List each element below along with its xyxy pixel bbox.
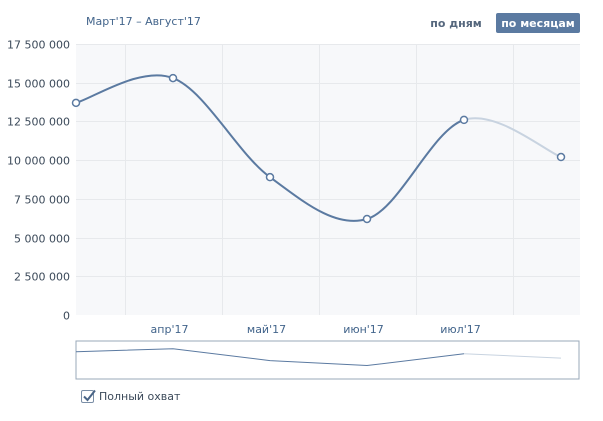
data-point[interactable] [71, 98, 81, 108]
y-axis-labels: 0 2 500 000 5 000 000 7 500 000 10 000 000 12… [7, 39, 70, 323]
reach-line-chart: 0 2 500 000 5 000 000 7 500 000 10 000 000 12… [7, 39, 580, 380]
y-tick-label: 17 500 000 [7, 39, 70, 52]
vertical-grid [125, 44, 514, 340]
navigator-line-partial [463, 353, 562, 359]
navigator-panel[interactable] [75, 340, 580, 380]
data-point[interactable] [362, 214, 372, 224]
data-point[interactable] [459, 115, 469, 125]
y-tick-label: 12 500 000 [7, 116, 70, 129]
full-coverage-checkbox[interactable] [81, 389, 96, 403]
by-months-button[interactable]: по месяцам [496, 13, 580, 33]
y-tick-label: 10 000 000 [7, 155, 70, 168]
data-point[interactable] [556, 152, 566, 162]
x-tick-label: июл'17 [440, 323, 480, 336]
navigator-line [75, 348, 465, 367]
by-days-button[interactable]: по дням [422, 13, 490, 33]
date-range-label: Март'17 – Август'17 [86, 15, 201, 28]
y-tick-label: 7 500 000 [14, 194, 70, 207]
plot-background [76, 44, 580, 315]
data-point[interactable] [265, 172, 275, 182]
y-tick-label: 2 500 000 [14, 271, 70, 284]
series-line-partial [463, 117, 562, 158]
full-coverage-label: Полный охват [99, 390, 181, 403]
x-tick-label: май'17 [247, 323, 286, 336]
x-tick-label: июн'17 [343, 323, 384, 336]
y-tick-label: 15 000 000 [7, 78, 70, 91]
x-axis-labels: апр'17 май'17 июн'17 июл'17 [151, 323, 481, 336]
full-coverage-toggle[interactable]: Полный охват [81, 389, 181, 403]
data-point[interactable] [168, 73, 178, 83]
data-points [71, 73, 566, 224]
y-tick-label: 0 [63, 310, 70, 323]
checkmark-icon [83, 389, 96, 402]
x-axis-band [76, 315, 580, 340]
x-tick-label: апр'17 [151, 323, 189, 336]
y-tick-label: 5 000 000 [14, 233, 70, 246]
